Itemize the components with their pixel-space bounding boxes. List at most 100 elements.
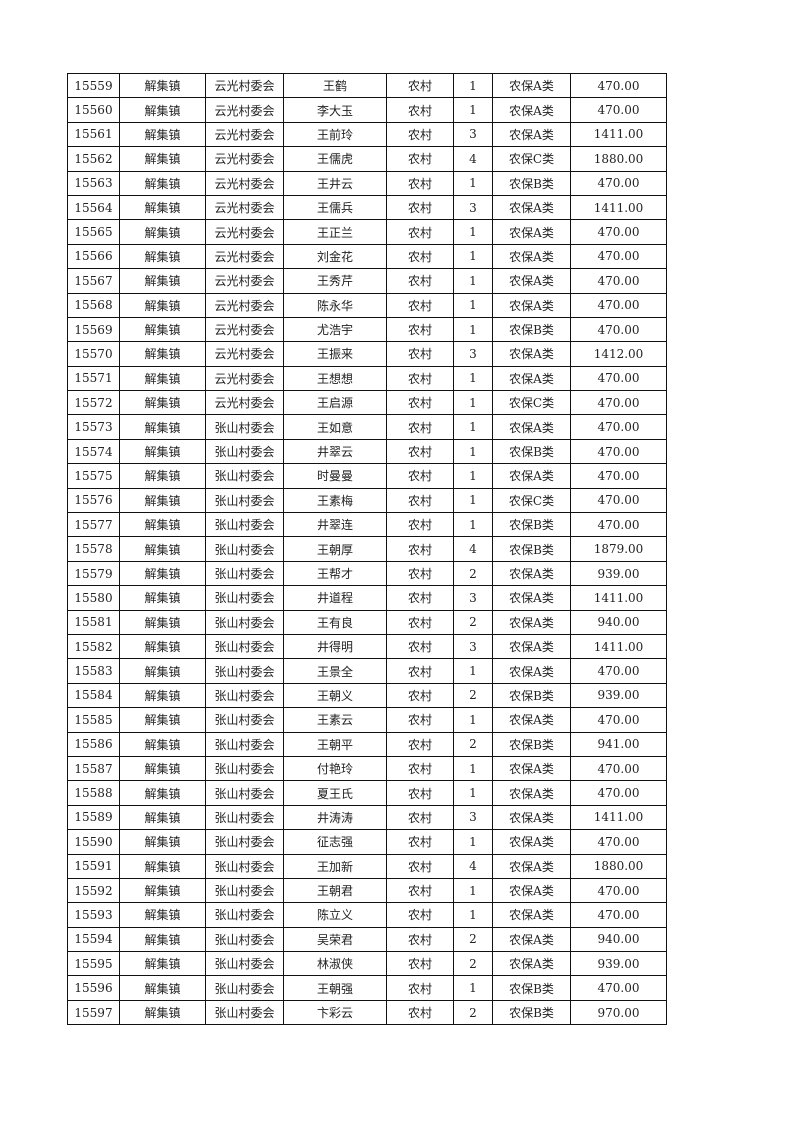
cell-category: 农保A类 bbox=[492, 877, 571, 904]
cell-village: 张山村委会 bbox=[205, 609, 284, 635]
cell-town: 解集镇 bbox=[119, 341, 206, 367]
cell-id: 15572 bbox=[67, 390, 120, 416]
cell-village: 张山村委会 bbox=[205, 414, 284, 440]
cell-id: 15586 bbox=[67, 731, 120, 757]
cell-area: 农村 bbox=[386, 877, 454, 904]
cell-name: 王想想 bbox=[283, 365, 387, 392]
cell-amount: 939.00 bbox=[570, 951, 667, 977]
cell-town: 解集镇 bbox=[119, 658, 206, 684]
table-row: 15589 解集镇 张山村委会 井涛涛 农村 3 农保A类 1411.00 bbox=[67, 804, 667, 831]
cell-town: 解集镇 bbox=[119, 780, 206, 806]
cell-amount: 1880.00 bbox=[570, 146, 667, 172]
table-row: 15578 解集镇 张山村委会 王朝厚 农村 4 农保B类 1879.00 bbox=[67, 536, 667, 562]
cell-town: 解集镇 bbox=[119, 365, 206, 392]
cell-id: 15579 bbox=[67, 560, 120, 587]
cell-category: 农保A类 bbox=[492, 755, 571, 782]
cell-category: 农保A类 bbox=[492, 463, 571, 489]
cell-area: 农村 bbox=[386, 170, 454, 196]
cell-name: 王朝厚 bbox=[283, 536, 387, 562]
cell-amount: 470.00 bbox=[570, 877, 667, 904]
cell-count: 1 bbox=[453, 365, 493, 392]
cell-village: 张山村委会 bbox=[205, 512, 284, 538]
cell-name: 时曼曼 bbox=[283, 463, 387, 489]
cell-area: 农村 bbox=[386, 926, 454, 953]
cell-count: 3 bbox=[453, 633, 493, 660]
cell-area: 农村 bbox=[386, 853, 454, 879]
table-row: 15591 解集镇 张山村委会 王加新 农村 4 农保A类 1880.00 bbox=[67, 853, 667, 879]
cell-area: 农村 bbox=[386, 707, 454, 733]
cell-amount: 939.00 bbox=[570, 682, 667, 709]
cell-village: 张山村委会 bbox=[205, 536, 284, 562]
cell-amount: 470.00 bbox=[570, 414, 667, 440]
cell-name: 吴荣君 bbox=[283, 926, 387, 953]
cell-village: 云光村委会 bbox=[205, 219, 284, 245]
cell-category: 农保A类 bbox=[492, 243, 571, 270]
table-row: 15585 解集镇 张山村委会 王素云 农村 1 农保A类 470.00 bbox=[67, 707, 667, 733]
cell-id: 15564 bbox=[67, 194, 120, 221]
cell-name: 王景全 bbox=[283, 658, 387, 684]
cell-name: 王帮才 bbox=[283, 560, 387, 587]
cell-town: 解集镇 bbox=[119, 512, 206, 538]
cell-amount: 470.00 bbox=[570, 72, 667, 99]
cell-id: 15565 bbox=[67, 219, 120, 245]
cell-village: 张山村委会 bbox=[205, 853, 284, 879]
cell-village: 云光村委会 bbox=[205, 243, 284, 270]
cell-name: 征志强 bbox=[283, 829, 387, 855]
cell-name: 王鹤 bbox=[283, 72, 387, 99]
cell-amount: 940.00 bbox=[570, 926, 667, 953]
cell-area: 农村 bbox=[386, 560, 454, 587]
cell-count: 1 bbox=[453, 170, 493, 196]
table-row: 15563 解集镇 云光村委会 王井云 农村 1 农保B类 470.00 bbox=[67, 170, 667, 196]
cell-count: 2 bbox=[453, 926, 493, 953]
cell-amount: 940.00 bbox=[570, 609, 667, 635]
cell-amount: 1880.00 bbox=[570, 853, 667, 879]
cell-amount: 470.00 bbox=[570, 463, 667, 489]
cell-village: 云光村委会 bbox=[205, 97, 284, 123]
cell-area: 农村 bbox=[386, 902, 454, 928]
cell-village: 张山村委会 bbox=[205, 926, 284, 953]
cell-name: 井道程 bbox=[283, 585, 387, 611]
cell-category: 农保A类 bbox=[492, 97, 571, 123]
cell-category: 农保A类 bbox=[492, 780, 571, 806]
cell-name: 王正兰 bbox=[283, 219, 387, 245]
cell-area: 农村 bbox=[386, 365, 454, 392]
cell-count: 3 bbox=[453, 341, 493, 367]
table-row: 15565 解集镇 云光村委会 王正兰 农村 1 农保A类 470.00 bbox=[67, 219, 667, 245]
cell-amount: 470.00 bbox=[570, 170, 667, 196]
cell-amount: 470.00 bbox=[570, 755, 667, 782]
table-row: 15572 解集镇 云光村委会 王启源 农村 1 农保C类 470.00 bbox=[67, 390, 667, 416]
cell-town: 解集镇 bbox=[119, 97, 206, 123]
cell-amount: 1411.00 bbox=[570, 585, 667, 611]
cell-village: 云光村委会 bbox=[205, 72, 284, 99]
cell-village: 张山村委会 bbox=[205, 438, 284, 465]
cell-village: 云光村委会 bbox=[205, 316, 284, 343]
table-row: 15564 解集镇 云光村委会 王儒兵 农村 3 农保A类 1411.00 bbox=[67, 194, 667, 221]
cell-town: 解集镇 bbox=[119, 316, 206, 343]
cell-id: 15583 bbox=[67, 658, 120, 684]
cell-id: 15581 bbox=[67, 609, 120, 635]
cell-category: 农保B类 bbox=[492, 731, 571, 757]
cell-count: 1 bbox=[453, 390, 493, 416]
cell-village: 张山村委会 bbox=[205, 829, 284, 855]
cell-count: 2 bbox=[453, 682, 493, 709]
cell-category: 农保A类 bbox=[492, 609, 571, 635]
cell-count: 1 bbox=[453, 877, 493, 904]
cell-count: 1 bbox=[453, 755, 493, 782]
cell-category: 农保A类 bbox=[492, 926, 571, 953]
cell-town: 解集镇 bbox=[119, 170, 206, 196]
cell-amount: 1411.00 bbox=[570, 804, 667, 831]
table-row: 15587 解集镇 张山村委会 付艳玲 农村 1 农保A类 470.00 bbox=[67, 755, 667, 782]
table-row: 15577 解集镇 张山村委会 井翠连 农村 1 农保B类 470.00 bbox=[67, 512, 667, 538]
cell-area: 农村 bbox=[386, 121, 454, 148]
cell-name: 王朝平 bbox=[283, 731, 387, 757]
cell-count: 1 bbox=[453, 414, 493, 440]
cell-amount: 470.00 bbox=[570, 658, 667, 684]
cell-town: 解集镇 bbox=[119, 609, 206, 635]
cell-name: 井涛涛 bbox=[283, 804, 387, 831]
cell-village: 张山村委会 bbox=[205, 633, 284, 660]
cell-id: 15589 bbox=[67, 804, 120, 831]
cell-town: 解集镇 bbox=[119, 463, 206, 489]
cell-category: 农保B类 bbox=[492, 316, 571, 343]
cell-area: 农村 bbox=[386, 731, 454, 757]
cell-amount: 1879.00 bbox=[570, 536, 667, 562]
